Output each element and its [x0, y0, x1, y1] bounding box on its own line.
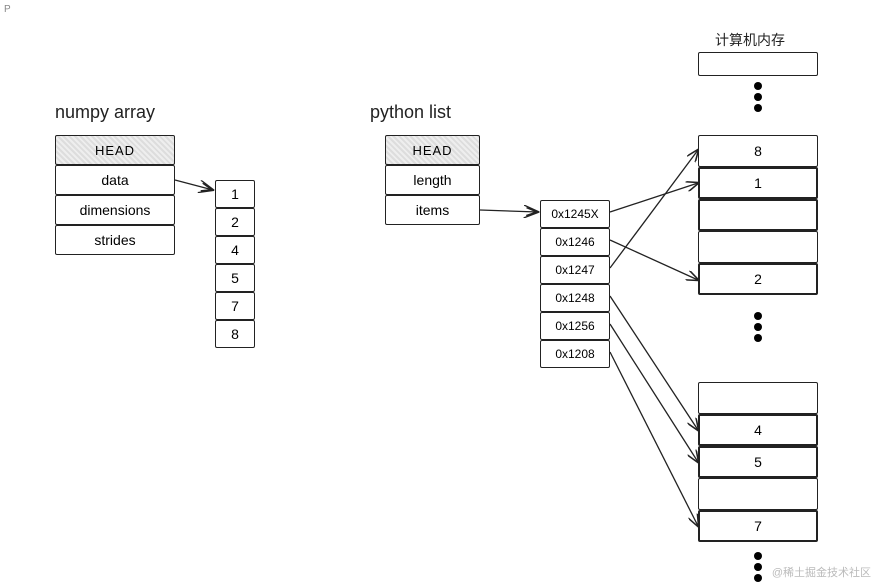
memory-cell [698, 478, 818, 510]
memory-cell: 1 [698, 167, 818, 199]
pylist-pointer-cell: 0x1246 [540, 228, 610, 256]
memory-cell: 7 [698, 510, 818, 542]
ellipsis-mid [754, 312, 762, 342]
memory-cell [698, 382, 818, 414]
memory-top-slot [698, 52, 818, 76]
pylist-field-items: items [385, 195, 480, 225]
pylist-field-length: length [385, 165, 480, 195]
memory-cell: 2 [698, 263, 818, 295]
pylist-pointer-cell: 0x1247 [540, 256, 610, 284]
pylist-title: python list [370, 102, 451, 123]
corner-label: P [4, 4, 11, 15]
numpy-data-cell: 5 [215, 264, 255, 292]
numpy-data-cell: 1 [215, 180, 255, 208]
numpy-field-strides: strides [55, 225, 175, 255]
numpy-data-cell: 7 [215, 292, 255, 320]
ellipsis-bot [754, 552, 762, 582]
memory-cell: 4 [698, 414, 818, 446]
numpy-data-cell: 8 [215, 320, 255, 348]
numpy-field-data: data [55, 165, 175, 195]
pylist-pointer-cell: 0x1245X [540, 200, 610, 228]
memory-title: 计算机内存 [715, 30, 785, 50]
pylist-field-head: HEAD [385, 135, 480, 165]
memory-cell: 5 [698, 446, 818, 478]
pylist-pointer-cell: 0x1256 [540, 312, 610, 340]
pylist-pointer-cell: 0x1208 [540, 340, 610, 368]
memory-cell [698, 199, 818, 231]
memory-cell: 8 [698, 135, 818, 167]
numpy-data-cell: 4 [215, 236, 255, 264]
pylist-pointer-cell: 0x1248 [540, 284, 610, 312]
numpy-data-cell: 2 [215, 208, 255, 236]
numpy-title: numpy array [55, 102, 155, 123]
numpy-field-dimensions: dimensions [55, 195, 175, 225]
memory-cell [698, 231, 818, 263]
ellipsis-top [754, 82, 762, 112]
watermark: @稀土掘金技术社区 [772, 564, 871, 580]
numpy-field-head: HEAD [55, 135, 175, 165]
